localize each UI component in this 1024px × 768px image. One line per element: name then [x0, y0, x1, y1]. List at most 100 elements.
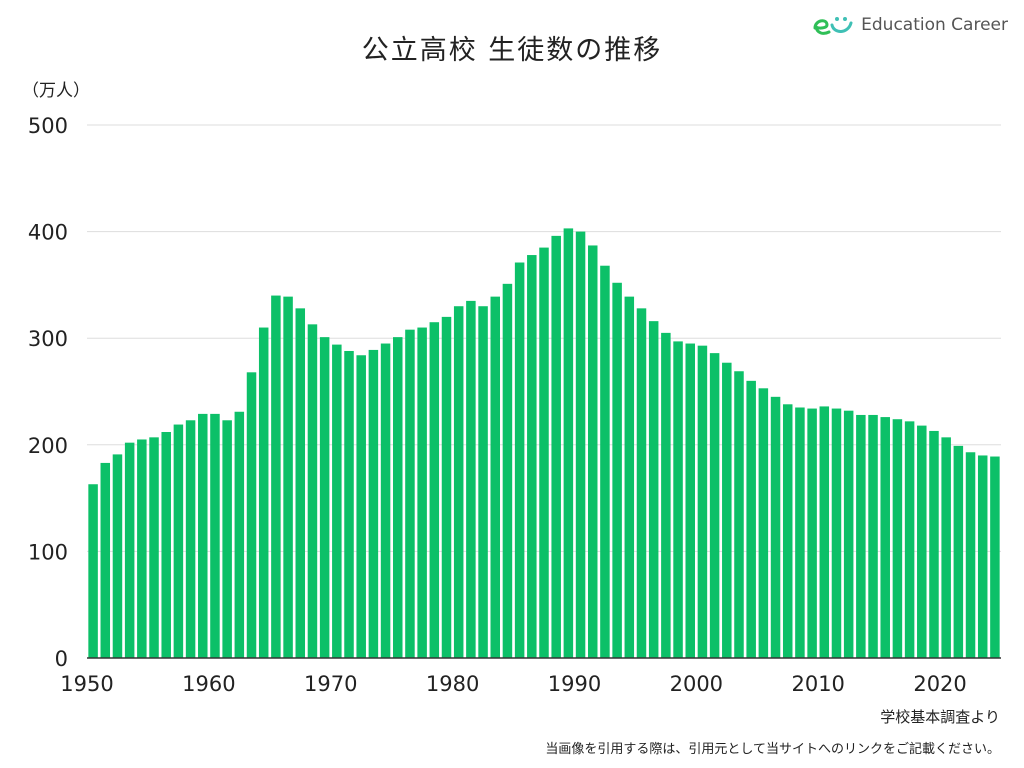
y-axis-tick-labels: 0 100 200 300 400 500: [28, 114, 68, 671]
citation-note: 当画像を引用する際は、引用元として当サイトへのリンクをご記載ください。: [545, 742, 1000, 757]
bar-2007: [782, 404, 793, 658]
bar-2000: [697, 345, 708, 658]
bar-1974: [380, 343, 391, 658]
x-tick-label: 1960: [182, 672, 235, 696]
y-tick-label: 200: [28, 434, 68, 458]
bar-1979: [441, 316, 452, 658]
bar-1956: [161, 432, 171, 658]
bar-1988: [551, 235, 561, 658]
bar-1966: [283, 296, 293, 658]
bar-1980: [453, 306, 464, 658]
bar-1994: [624, 296, 635, 658]
bar-1977: [417, 327, 427, 658]
bar-1996: [648, 321, 659, 658]
bar-1968: [307, 324, 318, 658]
bar-1964: [258, 327, 269, 658]
bar-2009: [807, 408, 817, 658]
bar-1960: [210, 413, 220, 658]
bar-1970: [332, 344, 342, 658]
bar-2019: [929, 430, 939, 658]
bar-1997: [661, 332, 671, 658]
bar-2014: [868, 414, 878, 658]
bar-1976: [405, 329, 415, 658]
x-tick-label: 2020: [913, 672, 966, 696]
bar-1995: [636, 308, 647, 658]
education-career-logo-icon: [813, 17, 853, 35]
bar-2013: [856, 414, 866, 658]
bar-1954: [137, 439, 147, 658]
y-tick-label: 0: [55, 647, 68, 671]
bar-2017: [904, 421, 915, 658]
bar-1959: [198, 413, 208, 658]
logo: Education Career: [811, 12, 1008, 38]
bar-1969: [319, 337, 330, 658]
bar-1983: [490, 296, 501, 658]
y-axis-unit-label: （万人）: [22, 81, 90, 101]
y-tick-label: 400: [28, 221, 68, 245]
bar-1999: [685, 343, 695, 658]
bar-1986: [527, 255, 537, 658]
bar-1975: [393, 337, 403, 658]
x-tick-label: 1970: [304, 672, 357, 696]
logo-text: Education Career: [861, 15, 1008, 35]
bar-1987: [539, 247, 549, 658]
bar-1972: [356, 355, 366, 658]
bars: [88, 228, 1000, 659]
bar-1963: [246, 372, 257, 658]
y-tick-label: 100: [28, 540, 68, 564]
bar-1953: [124, 442, 135, 658]
bar-1985: [514, 262, 525, 658]
bar-1957: [173, 424, 184, 658]
bar-2003: [734, 371, 744, 658]
bar-1967: [295, 308, 306, 658]
bar-1958: [185, 420, 196, 658]
y-tick-label: 500: [28, 114, 68, 138]
source-note: 学校基本調査より: [880, 708, 1000, 726]
chart-title: 公立高校 生徒数の推移: [361, 35, 663, 66]
bar-2001: [709, 353, 720, 658]
bar-1952: [112, 454, 123, 658]
bar-1978: [429, 322, 440, 658]
bar-1993: [612, 282, 622, 658]
bar-1962: [234, 411, 245, 658]
x-tick-label: 1950: [60, 672, 113, 696]
bar-1981: [466, 300, 476, 658]
x-tick-label: 1980: [426, 672, 479, 696]
bar-2021: [953, 445, 964, 658]
bar-1990: [575, 231, 586, 658]
bar-2004: [746, 380, 756, 658]
bar-1951: [100, 462, 111, 658]
bar-1998: [673, 341, 683, 658]
bar-1989: [563, 228, 574, 659]
bar-2002: [722, 362, 732, 658]
x-tick-label: 2010: [791, 672, 844, 696]
x-axis-tick-labels: 1950 1960 1970 1980 1990 2000 2010 2020: [60, 672, 967, 696]
bar-2016: [892, 419, 903, 658]
bar-2022: [965, 452, 976, 658]
bar-1992: [600, 265, 610, 658]
x-tick-label: 2000: [670, 672, 723, 696]
bar-1984: [502, 283, 513, 658]
bar-2010: [819, 406, 830, 658]
bar-1955: [149, 437, 159, 658]
bar-1971: [344, 350, 354, 658]
bar-2006: [770, 396, 781, 658]
bar-1965: [271, 295, 281, 658]
bar-2011: [831, 408, 842, 658]
bar-1973: [368, 349, 379, 658]
bar-2023: [977, 455, 988, 658]
bar-1982: [478, 306, 488, 658]
bar-2024: [990, 456, 1000, 658]
y-tick-label: 300: [28, 327, 68, 351]
bar-1961: [222, 420, 232, 658]
bar-1991: [587, 245, 598, 658]
bar-2008: [795, 407, 805, 658]
bar-2005: [758, 388, 769, 658]
bar-1950: [88, 484, 98, 658]
bar-2012: [843, 410, 854, 658]
bar-2015: [880, 417, 890, 658]
bar-2018: [917, 425, 927, 658]
bar-2020: [941, 437, 951, 658]
x-tick-label: 1990: [548, 672, 601, 696]
